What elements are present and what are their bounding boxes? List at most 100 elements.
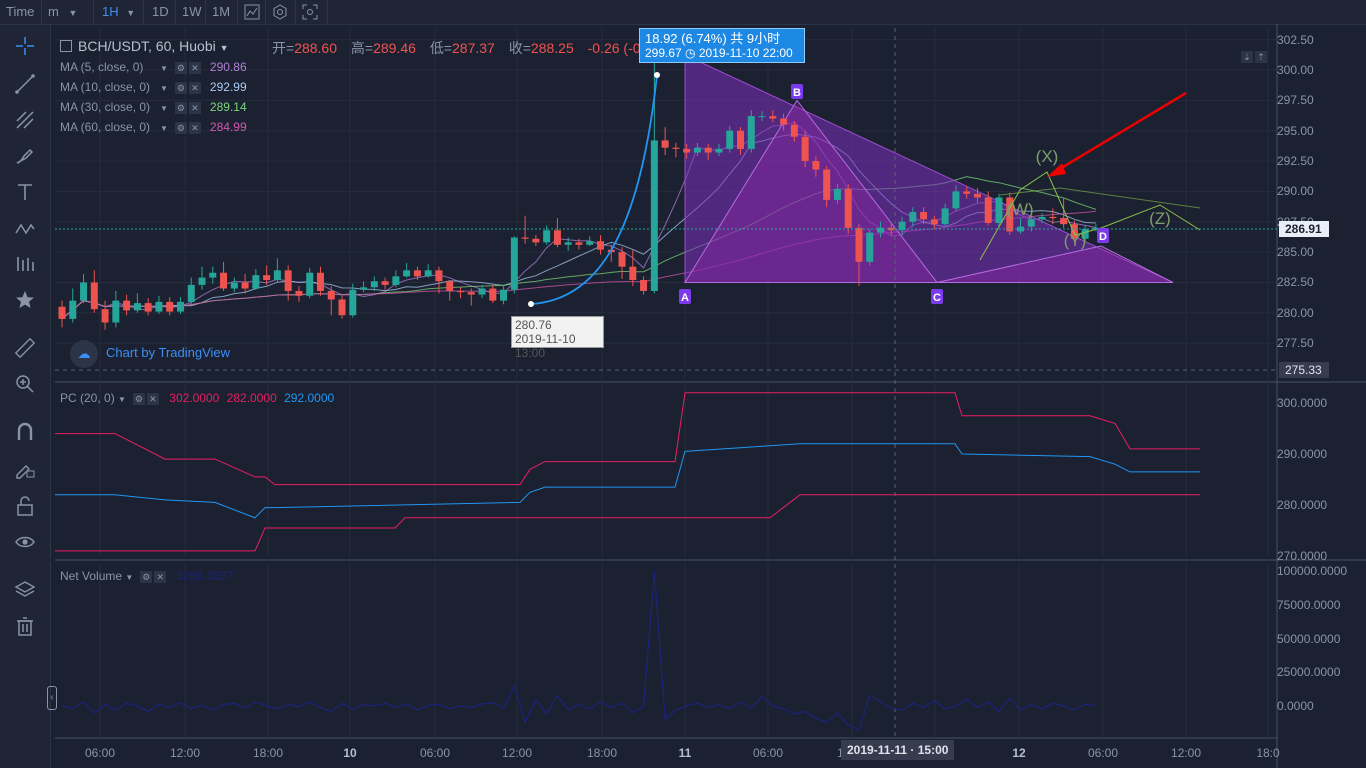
scale-up-icon[interactable]: ⇡ [1255, 51, 1267, 63]
gear-icon[interactable]: ⚙ [174, 101, 187, 114]
measure-start-point [528, 301, 534, 307]
indicators-icon[interactable] [238, 0, 266, 24]
pattern-cd [936, 245, 1174, 283]
candle-body [241, 282, 249, 289]
tradingview-watermark[interactable]: ☁ Chart by TradingView [70, 338, 230, 368]
trash-icon[interactable] [13, 615, 37, 639]
collapse-icon[interactable] [60, 40, 72, 52]
candle-body [790, 124, 798, 137]
time-tick-label: 06:00 [419, 746, 451, 760]
ma-legend-row[interactable]: MA (60, close, 0) ▼ ⚙ ✕ 284.99 [60, 120, 247, 134]
crosshair-icon[interactable] [13, 35, 37, 59]
start-tooltip: 280.76 2019-11-10 13:00 [511, 316, 604, 360]
gear-icon[interactable]: ⚙ [174, 81, 187, 94]
pattern-label: D [1099, 231, 1107, 243]
ma-legend-row[interactable]: MA (5, close, 0) ▼ ⚙ ✕ 290.86 [60, 60, 247, 74]
close-icon[interactable]: ✕ [146, 392, 159, 405]
scale-buttons[interactable]: ⇣ ⇡ [1240, 51, 1268, 63]
brush-icon[interactable] [13, 145, 37, 169]
candle-body [263, 275, 271, 281]
toolbar-interval-1m[interactable]: 1M [206, 0, 238, 24]
close-icon[interactable]: ✕ [188, 61, 201, 74]
scale-down-icon[interactable]: ⇣ [1241, 51, 1253, 63]
close-icon[interactable]: ✕ [154, 570, 167, 583]
price-tick-label: 297.50 [1277, 93, 1314, 108]
candle-body [543, 230, 551, 243]
text-tool-icon[interactable] [13, 181, 37, 205]
eye-icon[interactable] [13, 531, 37, 555]
candle-body [198, 277, 206, 285]
candle-body [521, 237, 529, 239]
toolbar-interval-1w[interactable]: 1W [176, 0, 206, 24]
wave-label: (Y) [1064, 231, 1087, 250]
watermark-text: Chart by TradingView [106, 345, 231, 360]
candle-body [413, 270, 421, 277]
candle-body [478, 288, 486, 295]
trend-line-icon[interactable] [13, 73, 37, 97]
candle-body [823, 169, 831, 200]
close-label: 收= [508, 40, 531, 56]
toolbar-item-time[interactable]: Time [0, 0, 42, 24]
chevron-down-icon: ▼ [126, 8, 136, 18]
layers-icon[interactable] [13, 579, 37, 603]
pattern-label-bg [931, 289, 943, 304]
close-icon[interactable]: ✕ [188, 101, 201, 114]
toolbar-chart-type[interactable]: m ▼ [42, 0, 94, 24]
pattern-label-bg [1097, 228, 1109, 243]
start-time: 2019-11-10 13:00 [515, 332, 576, 360]
pc-lower-line [55, 494, 1200, 552]
ma-legend-row[interactable]: MA (30, close, 0) ▼ ⚙ ✕ 289.14 [60, 100, 247, 114]
close-icon[interactable]: ✕ [188, 81, 201, 94]
settings-icon[interactable] [266, 0, 296, 24]
fullscreen-icon[interactable] [296, 0, 328, 24]
pattern-abc [684, 99, 939, 283]
ruler-icon[interactable] [13, 337, 37, 361]
close-icon[interactable]: ✕ [188, 121, 201, 134]
zoom-in-icon[interactable] [13, 373, 37, 397]
ma-label: MA (5, close, 0) [60, 60, 144, 74]
candle-body [898, 221, 906, 231]
unlock-icon[interactable] [13, 495, 37, 519]
lock-drawing-icon[interactable] [13, 457, 37, 481]
candle-body [758, 116, 766, 118]
time-axis[interactable]: 06:00 12:00 18:00 10 06:00 12:00 18:00 11 06:00 1… [0, 738, 1280, 768]
toolbar-interval-1h[interactable]: 1H ▼ [96, 0, 144, 24]
pattern-tool-icon[interactable] [13, 217, 37, 241]
candle-body [973, 193, 981, 198]
time-tick-label: 11 [678, 746, 692, 760]
favorites-star-icon[interactable] [13, 289, 37, 313]
gear-icon[interactable]: ⚙ [174, 61, 187, 74]
gear-icon[interactable]: ⚙ [132, 392, 145, 405]
price-axis[interactable]: 302.50300.00297.50295.00292.50290.00287.… [1277, 0, 1366, 768]
candle-body [844, 188, 852, 228]
pc-tick-label: 280.0000 [1277, 498, 1328, 512]
drawing-toolbar [0, 25, 51, 768]
candle-body [403, 270, 411, 277]
time-tick-label: 18:00 [252, 746, 284, 760]
prediction-tool-icon[interactable] [13, 253, 37, 277]
volume-legend[interactable]: Net Volume ▼ ⚙ ✕ 3286.3357 [60, 569, 233, 583]
gear-icon[interactable]: ⚙ [174, 121, 187, 134]
toolbar-interval-1d[interactable]: 1D [146, 0, 176, 24]
candle-body [381, 281, 389, 285]
candle-body [661, 140, 669, 148]
candle-body [747, 116, 755, 149]
magnet-icon[interactable] [13, 421, 37, 445]
pitchfork-icon[interactable] [13, 109, 37, 133]
symbol-legend[interactable]: BCH/USDT, 60, Huobi ▼ [60, 38, 229, 54]
chevron-down-icon: ▼ [160, 64, 168, 73]
chevron-down-icon: ▼ [160, 104, 168, 113]
scroll-left-button[interactable]: ‹ [47, 686, 57, 710]
ma-legend-row[interactable]: MA (10, close, 0) ▼ ⚙ ✕ 292.99 [60, 80, 247, 94]
chevron-down-icon: ▼ [118, 395, 126, 404]
pc-legend[interactable]: PC (20, 0) ▼ ⚙ ✕ 302.0000 282.0000 292.000… [60, 391, 334, 405]
wave-label: (Z) [1149, 209, 1171, 228]
time-tick-label: 12:00 [501, 746, 533, 760]
gear-icon[interactable]: ⚙ [140, 570, 153, 583]
pattern-label: C [933, 292, 941, 304]
top-toolbar: Time m ▼ 1H ▼ 1D 1W 1M [0, 0, 1366, 25]
pc-tick-label: 290.0000 [1277, 447, 1328, 461]
measure-end-point [654, 72, 660, 78]
price-tick-label: 280.00 [1277, 305, 1314, 320]
